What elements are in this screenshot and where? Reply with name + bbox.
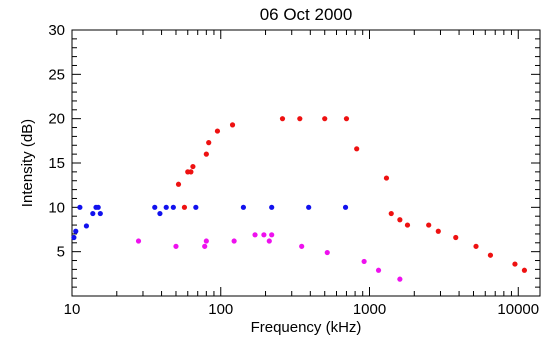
y-axis-label: Intensity (dB) [19,119,36,207]
data-point-series-2 [95,204,101,210]
data-point-series-3 [203,238,209,244]
x-tick-label: 1000 [353,301,386,318]
data-point-series-1 [279,116,286,122]
plot-frame [71,29,541,297]
y-tick-label: 5 [57,244,65,261]
data-point-series-3 [173,243,179,249]
data-point-series-1 [354,146,360,152]
x-tick-label: 10000 [497,301,539,318]
data-point-series-1 [404,222,411,228]
data-point-series-1 [297,116,303,122]
data-point-series-1 [229,122,236,128]
data-point-series-1 [453,234,459,241]
data-point-series-1 [397,217,403,223]
data-point-series-1 [487,252,494,258]
data-point-series-2 [163,204,169,210]
data-point-series-3 [397,276,403,282]
data-point-series-2 [83,223,90,229]
data-point-series-1 [206,140,212,146]
data-point-series-2 [77,204,83,210]
y-tick-label: 15 [48,155,65,172]
data-point-series-1 [343,116,350,122]
data-point-series-1 [388,210,394,217]
data-point-series-2 [97,210,103,217]
data-point-series-1 [203,151,209,157]
data-point-series-2 [90,210,96,217]
data-point-series-2 [73,228,79,234]
data-point-series-1 [322,116,328,122]
data-point-series-1 [435,228,441,234]
data-point-series-1 [190,163,196,170]
data-point-series-2 [71,234,77,241]
data-point-series-1 [512,261,518,267]
data-point-series-1 [175,181,182,187]
y-tick-labels: 5 10 15 20 25 30 [48,22,65,261]
x-axis-label: Frequency (kHz) [251,319,362,336]
data-point-series-1 [383,175,390,181]
data-point-series-2 [170,204,176,210]
data-point-series-2 [193,204,199,210]
data-point-series-3 [252,232,258,238]
data-point-series-3 [375,267,382,273]
x-tick-label: 100 [208,301,233,318]
data-point-series-2 [157,210,163,217]
data-point-series-1 [426,222,432,228]
data-point-series-2 [152,204,158,210]
axis-ticks [71,29,540,297]
data-point-series-3 [361,258,367,265]
chart-title: 06 Oct 2000 [260,5,353,24]
x-tick-label: 10 [64,301,81,318]
y-tick-label: 20 [48,111,65,128]
data-point-series-1 [214,128,221,134]
data-point-series-3 [231,238,237,244]
data-point-series-1 [473,243,479,249]
data-point-series-1 [521,267,528,273]
data-point-series-2 [306,204,312,210]
data-point-series-2 [342,204,349,210]
data-point-series-3 [269,232,275,238]
data-point-series-1 [188,169,194,175]
data-point-series-3 [202,243,208,249]
y-tick-label: 30 [48,22,65,39]
data-point-series-3 [266,238,272,244]
data-points [71,116,528,282]
x-tick-labels: 10 100 1000 10000 [64,301,539,318]
data-point-series-2 [269,204,275,210]
data-point-series-1 [181,204,188,210]
y-tick-label: 10 [48,199,65,216]
data-point-series-3 [324,249,330,256]
data-point-series-3 [135,238,142,244]
y-tick-label: 25 [48,66,65,83]
data-point-series-2 [240,204,247,210]
data-point-series-3 [299,243,305,249]
data-point-series-3 [261,232,267,238]
